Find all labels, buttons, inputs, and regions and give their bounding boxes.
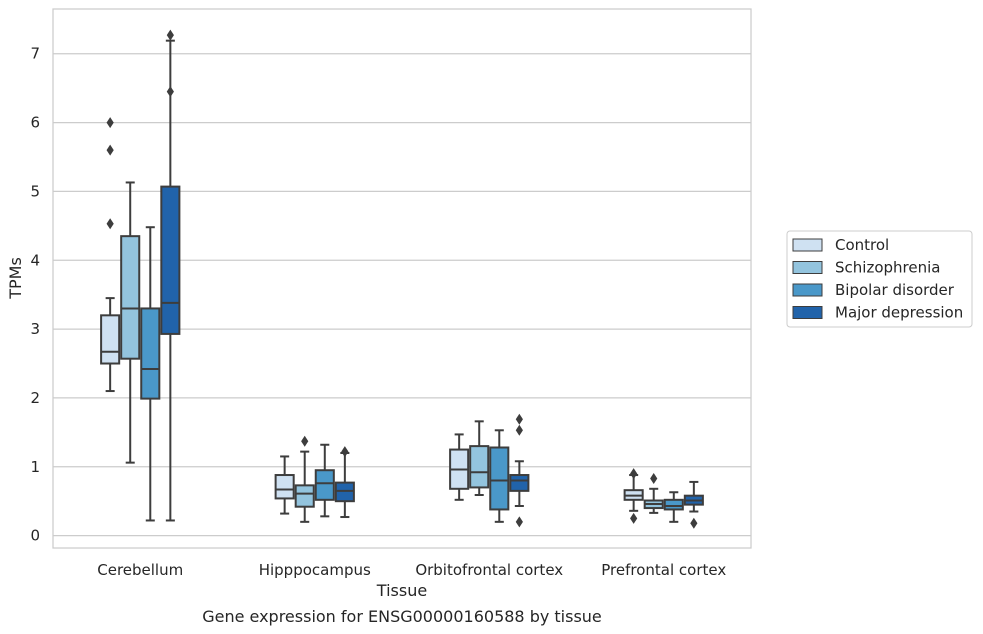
box-prefrontal-cortex-control [623, 468, 644, 524]
x-axis-label: Tissue [376, 581, 427, 600]
outlier-point-2 [106, 218, 114, 230]
box-iqr [314, 469, 335, 501]
y-tick-label-5: 5 [30, 182, 40, 200]
outlier-point-0 [166, 29, 174, 41]
box-hipppocampus-control [274, 455, 295, 515]
y-tick-label-3: 3 [30, 320, 40, 338]
legend-label-control: Control [835, 236, 889, 254]
box-iqr [100, 314, 121, 365]
legend-swatch-major-depression [792, 306, 823, 319]
box-hipppocampus-major-depression [334, 446, 355, 519]
legend-swatch-schizophrenia [792, 261, 823, 274]
legend: Control Schizophrenia Bipolar disorder Majo… [786, 230, 973, 328]
x-tick-label-orbitofrontal-cortex: Orbitofrontal cortex [415, 561, 563, 579]
outlier-point-0 [341, 446, 349, 458]
x-tick-label-cerebellum: Cerebellum [97, 561, 183, 579]
legend-label-major-depression: Major depression [835, 304, 963, 322]
plot-frame [52, 8, 752, 549]
x-tick-label-hipppocampus: Hipppocampus [259, 561, 371, 579]
box-orbitofrontal-cortex-control [449, 433, 470, 501]
outlier-point-0 [515, 413, 523, 425]
outlier-point-0 [650, 472, 658, 484]
box-iqr [509, 474, 530, 492]
box-iqr [140, 307, 161, 400]
box-orbitofrontal-cortex-schizophrenia [469, 420, 490, 496]
box-cerebellum-control [100, 117, 121, 393]
box-iqr [469, 445, 490, 489]
box-orbitofrontal-cortex-bipolar-disorder [489, 429, 510, 523]
y-tick-label-1: 1 [30, 458, 40, 476]
outlier-point-0 [690, 517, 698, 529]
box-orbitofrontal-cortex-major-depression [509, 413, 530, 528]
legend-frame [786, 230, 973, 328]
y-tick-label-2: 2 [30, 389, 40, 407]
box-prefrontal-cortex-bipolar-disorder [663, 491, 684, 523]
chart-caption: Gene expression for ENSG00000160588 by t… [202, 607, 602, 626]
box-hipppocampus-schizophrenia [294, 435, 315, 523]
outlier-point-1 [106, 144, 114, 156]
box-iqr [274, 474, 295, 500]
box-iqr [294, 484, 315, 508]
legend-label-bipolar-disorder: Bipolar disorder [835, 281, 955, 299]
outlier-point-0 [301, 435, 309, 447]
outlier-point-0 [630, 468, 638, 480]
outlier-point-0 [106, 117, 114, 129]
y-axis-label: TPMs [6, 257, 25, 300]
y-tick-labels: 0 1 2 3 4 5 6 7 [30, 45, 40, 545]
box-iqr [160, 185, 181, 335]
legend-swatch-bipolar-disorder [792, 283, 823, 297]
x-tick-labels: Cerebellum Hipppocampus Orbitofrontal cort… [97, 561, 726, 579]
outlier-point-1 [515, 424, 523, 436]
box-iqr [489, 446, 510, 511]
outlier-point-1 [630, 512, 638, 524]
y-tick-label-7: 7 [30, 45, 40, 63]
legend-swatch-control [792, 238, 823, 252]
box-iqr [663, 498, 684, 511]
legend-label-schizophrenia: Schizophrenia [835, 259, 940, 277]
box-prefrontal-cortex-major-depression [683, 480, 704, 529]
box-groups [100, 29, 704, 529]
y-tick-label-0: 0 [30, 527, 40, 545]
y-tick-label-6: 6 [30, 114, 40, 132]
box-hipppocampus-bipolar-disorder [314, 443, 335, 518]
box-prefrontal-cortex-schizophrenia [643, 472, 664, 514]
y-tick-label-4: 4 [30, 251, 40, 269]
x-tick-label-prefrontal-cortex: Prefrontal cortex [601, 561, 726, 579]
box-iqr [120, 235, 141, 360]
box-iqr [334, 481, 355, 503]
box-cerebellum-schizophrenia [120, 181, 141, 464]
box-cerebellum-major-depression [160, 29, 181, 522]
outlier-point-2 [515, 516, 523, 528]
box-cerebellum-bipolar-disorder [140, 226, 161, 522]
outlier-point-1 [166, 86, 174, 98]
